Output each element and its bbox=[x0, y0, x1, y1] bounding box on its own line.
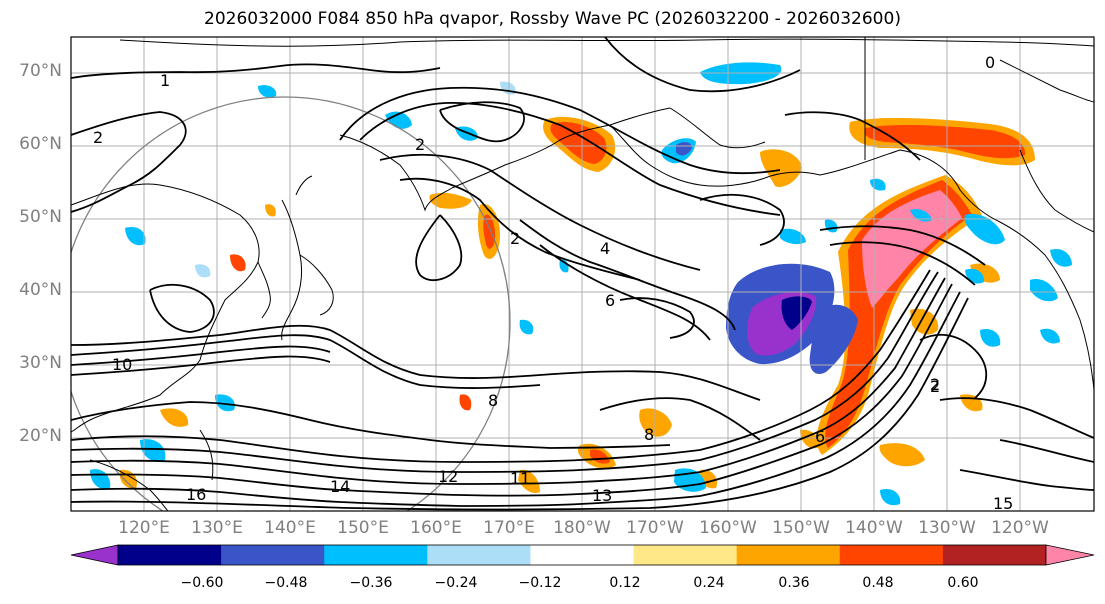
colorbar-bin bbox=[736, 545, 841, 565]
colorbar-extend-max bbox=[1045, 544, 1095, 566]
contour-label-group: 1 2 2 2 0 2 4 6 8 8 10 11 12 13 14 16 6 … bbox=[93, 53, 1013, 513]
colorbar-tick-label: −0.48 bbox=[264, 575, 308, 591]
lon-label: 170°E bbox=[483, 518, 535, 538]
colorbar-tick-label: −0.24 bbox=[434, 575, 478, 591]
contour-label: 6 bbox=[605, 291, 615, 310]
colorbar-bin bbox=[839, 545, 944, 565]
contour-label: 1 bbox=[160, 71, 170, 90]
reference-circle bbox=[71, 96, 511, 511]
lat-label: 20°N bbox=[19, 426, 62, 446]
colorbar-tick-label: 0.36 bbox=[778, 575, 810, 591]
contour-label: 15 bbox=[993, 494, 1013, 513]
contour-label: 8 bbox=[644, 425, 654, 444]
coastlines bbox=[71, 37, 1094, 511]
colorbar-bin bbox=[427, 545, 531, 565]
contour-label: 12 bbox=[438, 467, 458, 486]
contour-label: 14 bbox=[330, 477, 350, 496]
colorbar-tick-label: 0.48 bbox=[862, 575, 894, 591]
negative-anomaly-regions bbox=[90, 62, 1072, 506]
contour-label: 11 bbox=[510, 469, 530, 488]
contour-label: 0 bbox=[985, 53, 995, 72]
contour-label: 2 bbox=[930, 375, 940, 394]
colorbar-bin bbox=[942, 545, 1047, 565]
contour-label: 2 bbox=[415, 135, 425, 154]
colorbar-bin bbox=[324, 545, 428, 565]
lat-label: 40°N bbox=[19, 280, 62, 300]
colorbar-tick-label: 0.12 bbox=[609, 575, 641, 591]
map-title: 2026032000 F084 850 hPa qvapor, Rossby W… bbox=[204, 9, 901, 29]
contour-label: 10 bbox=[112, 355, 132, 374]
colorbar-bin bbox=[530, 545, 635, 565]
colorbar-bin bbox=[118, 545, 222, 565]
lat-label: 30°N bbox=[19, 353, 62, 373]
colorbar-tick-label: 0.60 bbox=[947, 575, 979, 591]
contour-label: 16 bbox=[186, 485, 206, 504]
humidity-contours bbox=[71, 37, 1094, 511]
lon-label: 120°W bbox=[991, 518, 1049, 538]
positive-anomaly-regions bbox=[119, 116, 1035, 494]
lon-label: 170°W bbox=[626, 518, 684, 538]
colorbar-tick-label: −0.60 bbox=[180, 575, 224, 591]
lat-label: 50°N bbox=[19, 207, 62, 227]
lat-label: 60°N bbox=[19, 134, 62, 154]
lon-label: 130°E bbox=[191, 518, 243, 538]
colorbar-tick-label: 0.24 bbox=[693, 575, 725, 591]
contour-label: 8 bbox=[488, 391, 498, 410]
lon-label: 160°W bbox=[699, 518, 757, 538]
lon-label: 150°W bbox=[772, 518, 830, 538]
colorbar bbox=[70, 544, 1095, 566]
contour-label: 2 bbox=[93, 128, 103, 147]
colorbar-tick-label: −0.36 bbox=[349, 575, 393, 591]
colorbar-extend-min bbox=[70, 544, 119, 566]
contour-label: 2 bbox=[930, 377, 940, 396]
contour-label: 6 bbox=[815, 427, 825, 446]
lon-label: 120°E bbox=[118, 518, 170, 538]
lon-label: 140°W bbox=[845, 518, 903, 538]
lat-label: 70°N bbox=[19, 61, 62, 81]
lon-label: 130°W bbox=[918, 518, 976, 538]
lon-label: 140°E bbox=[264, 518, 316, 538]
colorbar-bin bbox=[633, 545, 738, 565]
graticule bbox=[71, 37, 1094, 511]
contour-label: 13 bbox=[592, 486, 612, 505]
map-area: 1 2 2 2 0 2 4 6 8 8 10 11 12 13 14 16 6 … bbox=[71, 37, 1094, 513]
colorbar-tick-label: −0.12 bbox=[518, 575, 562, 591]
contour-label: 2 bbox=[510, 229, 520, 248]
lon-label: 150°E bbox=[337, 518, 389, 538]
lon-label: 180°W bbox=[553, 518, 611, 538]
colorbar-bin bbox=[221, 545, 325, 565]
contour-label: 4 bbox=[600, 239, 610, 258]
lon-label: 160°E bbox=[410, 518, 462, 538]
map-frame bbox=[70, 36, 1095, 512]
